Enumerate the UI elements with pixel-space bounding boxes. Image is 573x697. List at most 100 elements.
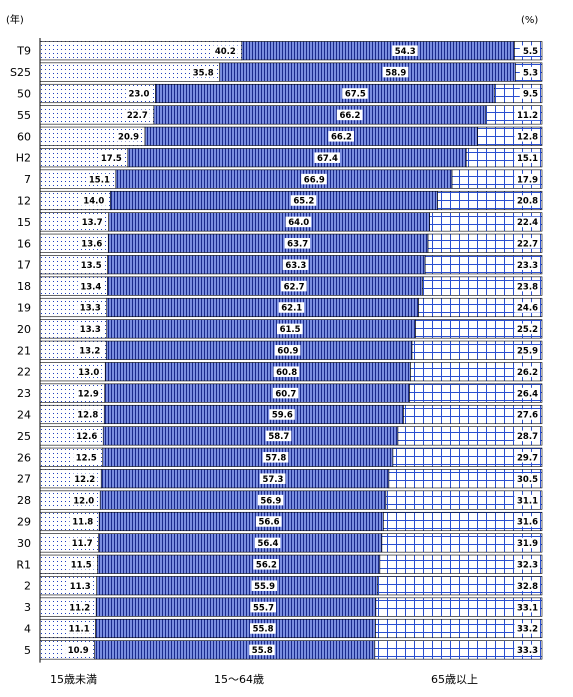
value-label-working-age: 67.5 <box>345 90 366 100</box>
value-label-bg <box>86 173 112 185</box>
year-label: 2 <box>24 580 31 593</box>
value-label-65-plus: 25.9 <box>517 347 538 357</box>
year-label: 18 <box>17 280 31 293</box>
value-label-working-age: 63.7 <box>287 240 308 250</box>
value-label-65-plus: 22.7 <box>517 240 538 250</box>
value-label-under15: 11.3 <box>70 582 91 592</box>
value-label-65-plus: 31.1 <box>517 496 538 506</box>
bar-65-plus <box>427 233 543 253</box>
value-label-65-plus: 26.2 <box>517 368 538 378</box>
bar-working-age <box>104 383 410 403</box>
value-label-working-age: 64.0 <box>288 218 309 228</box>
value-label-under15: 14.0 <box>83 197 104 207</box>
value-label-bg <box>259 473 286 484</box>
value-label-bg <box>514 152 540 163</box>
value-label-bg <box>514 516 540 527</box>
value-label-bg <box>255 516 282 527</box>
value-label-working-age: 56.6 <box>259 518 280 528</box>
value-label-65-plus: 5.3 <box>523 68 538 78</box>
value-label-65-plus: 32.3 <box>517 561 538 571</box>
bar-working-age <box>96 576 378 596</box>
value-label-bg <box>514 280 540 292</box>
value-label-bg <box>265 430 292 442</box>
value-label-bg <box>336 109 363 121</box>
value-label-under15: 13.0 <box>78 368 99 378</box>
value-label-bg <box>77 302 103 313</box>
value-label-65-plus: 12.8 <box>517 133 538 143</box>
value-label-65-plus: 33.3 <box>517 646 538 656</box>
bar-working-age <box>106 319 416 339</box>
year-label: 4 <box>24 623 31 636</box>
bar-working-age <box>102 426 399 446</box>
value-label-bg <box>514 537 540 549</box>
value-label-under15: 20.9 <box>118 133 139 143</box>
bar-working-age <box>155 83 495 104</box>
year-label: H2 <box>16 152 31 165</box>
value-label-bg <box>75 366 102 377</box>
bar-65-plus <box>424 255 543 275</box>
value-label-bg <box>68 559 94 570</box>
value-label-65-plus: 28.7 <box>517 432 538 442</box>
bar-65-plus <box>385 490 543 510</box>
value-label-bg <box>519 45 540 56</box>
value-label-bg <box>98 152 124 163</box>
value-label-working-age: 55.8 <box>253 625 274 635</box>
year-label: 15 <box>17 216 31 229</box>
value-label-bg <box>253 559 279 570</box>
value-label-65-plus: 11.2 <box>517 111 538 121</box>
bar-working-age <box>109 190 438 211</box>
bar-65-plus <box>397 426 543 446</box>
value-label-bg <box>257 494 284 506</box>
bar-65-plus <box>429 212 543 232</box>
value-label-under15: 22.7 <box>127 111 148 121</box>
year-label: 17 <box>17 259 31 272</box>
value-label-working-age: 59.6 <box>272 411 293 421</box>
value-label-bg <box>284 238 311 249</box>
legend-working-age: 15～64歳 <box>214 673 264 686</box>
bar-working-age <box>153 105 487 125</box>
value-label-65-plus: 5.5 <box>523 47 538 57</box>
bar-working-age <box>97 554 381 574</box>
value-label-bg <box>382 66 409 78</box>
value-label-under15: 13.6 <box>81 240 102 250</box>
value-label-under15: 11.8 <box>72 518 93 528</box>
value-label-bg <box>514 580 540 591</box>
value-label-bg <box>514 366 540 377</box>
value-label-under15: 12.9 <box>78 389 99 399</box>
bars-layer: 40.2 54.3 5.5 35.8 58.9 5.3 23.0 67.5 9.5 22.7 66.… <box>39 38 543 663</box>
bar-working-age <box>99 490 387 510</box>
year-label: 55 <box>17 109 31 122</box>
value-label-under15: 11.2 <box>69 603 90 613</box>
x-unit-label: (%) <box>521 15 538 26</box>
value-label-bg <box>290 195 317 206</box>
value-label-65-plus: 15.1 <box>517 154 538 164</box>
bar-65-plus <box>379 554 543 574</box>
value-label-bg <box>514 173 540 185</box>
value-label-under15: 15.1 <box>89 175 110 185</box>
value-label-bg <box>392 45 418 56</box>
value-label-bg <box>278 302 305 313</box>
value-label-bg <box>125 88 152 99</box>
value-label-65-plus: 22.4 <box>517 218 538 228</box>
year-label: 27 <box>17 473 31 486</box>
value-label-bg <box>250 601 277 613</box>
value-label-65-plus: 23.8 <box>517 282 538 292</box>
value-label-bg <box>514 216 540 228</box>
value-label-working-age: 55.8 <box>252 646 273 656</box>
value-label-bg <box>514 559 540 570</box>
value-label-65-plus: 24.6 <box>517 304 538 314</box>
value-label-working-age: 57.3 <box>262 475 283 485</box>
value-label-bg <box>66 623 92 634</box>
value-label-bg <box>514 430 540 442</box>
value-label-bg <box>285 216 312 228</box>
value-label-bg <box>269 409 295 420</box>
year-label: 60 <box>17 130 31 143</box>
bar-working-age <box>144 126 478 146</box>
value-label-bg <box>514 259 540 270</box>
value-label-working-age: 60.8 <box>276 368 297 378</box>
year-label: R1 <box>16 558 31 571</box>
value-label-65-plus: 17.9 <box>517 175 538 185</box>
year-label: 50 <box>17 88 31 101</box>
bar-working-age <box>219 62 516 82</box>
value-label-bg <box>78 259 104 270</box>
